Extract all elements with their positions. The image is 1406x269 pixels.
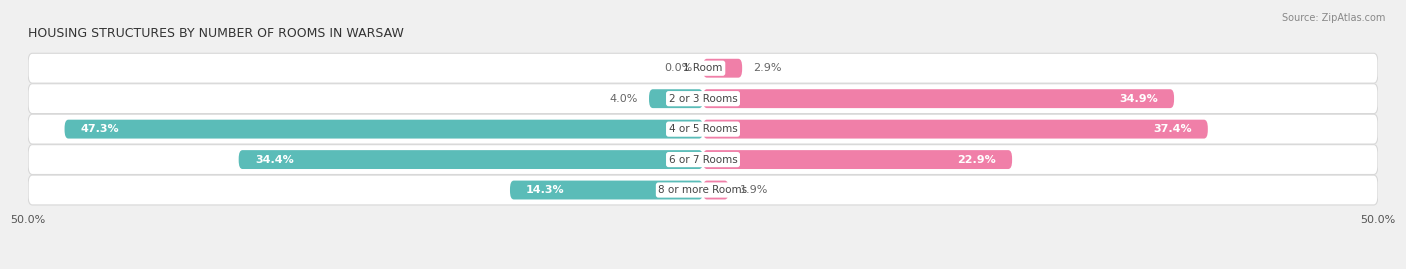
FancyBboxPatch shape: [703, 89, 1174, 108]
FancyBboxPatch shape: [703, 120, 1208, 139]
FancyBboxPatch shape: [65, 120, 703, 139]
Text: 4.0%: 4.0%: [610, 94, 638, 104]
Text: 0.0%: 0.0%: [664, 63, 692, 73]
Text: 6 or 7 Rooms: 6 or 7 Rooms: [669, 155, 737, 165]
Text: 4 or 5 Rooms: 4 or 5 Rooms: [669, 124, 737, 134]
FancyBboxPatch shape: [510, 180, 703, 200]
FancyBboxPatch shape: [650, 89, 703, 108]
FancyBboxPatch shape: [28, 114, 1378, 144]
FancyBboxPatch shape: [28, 175, 1378, 205]
FancyBboxPatch shape: [239, 150, 703, 169]
FancyBboxPatch shape: [28, 53, 1378, 83]
Text: 47.3%: 47.3%: [80, 124, 120, 134]
FancyBboxPatch shape: [703, 180, 728, 200]
FancyBboxPatch shape: [703, 59, 742, 78]
Text: 1.9%: 1.9%: [740, 185, 768, 195]
Text: 1 Room: 1 Room: [683, 63, 723, 73]
Text: 37.4%: 37.4%: [1153, 124, 1192, 134]
Text: 8 or more Rooms: 8 or more Rooms: [658, 185, 748, 195]
Text: 14.3%: 14.3%: [526, 185, 565, 195]
Text: HOUSING STRUCTURES BY NUMBER OF ROOMS IN WARSAW: HOUSING STRUCTURES BY NUMBER OF ROOMS IN…: [28, 27, 404, 40]
Text: Source: ZipAtlas.com: Source: ZipAtlas.com: [1281, 13, 1385, 23]
FancyBboxPatch shape: [703, 150, 1012, 169]
Text: 34.9%: 34.9%: [1119, 94, 1159, 104]
Text: 2.9%: 2.9%: [754, 63, 782, 73]
Text: 22.9%: 22.9%: [957, 155, 995, 165]
FancyBboxPatch shape: [28, 145, 1378, 175]
FancyBboxPatch shape: [28, 84, 1378, 114]
Text: 2 or 3 Rooms: 2 or 3 Rooms: [669, 94, 737, 104]
Text: 34.4%: 34.4%: [254, 155, 294, 165]
